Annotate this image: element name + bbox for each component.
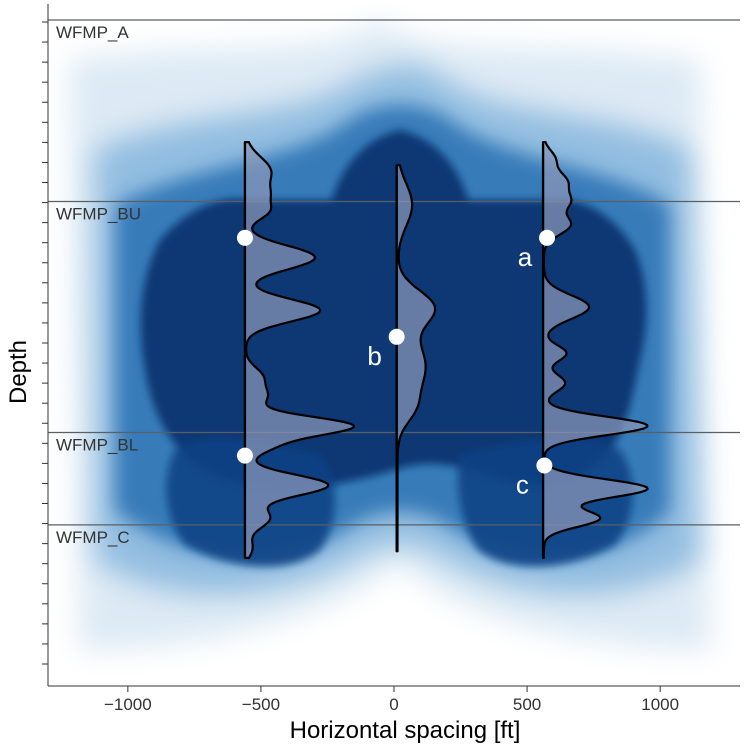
x-tick-label-4: 1000 bbox=[641, 695, 679, 714]
well-markers: b a c bbox=[236, 229, 556, 500]
x-tick-label-0: −1000 bbox=[104, 695, 152, 714]
well-marker-label-3: a bbox=[518, 242, 533, 272]
y-axis-ticks bbox=[42, 21, 48, 665]
well-marker-label-4: c bbox=[516, 470, 529, 500]
x-tick-label-3: 500 bbox=[513, 695, 541, 714]
well-marker-3 bbox=[539, 229, 556, 246]
density-profile-0 bbox=[243, 141, 355, 559]
formation-label-3: WFMP_C bbox=[56, 528, 130, 547]
formation-label-2: WFMP_BL bbox=[56, 436, 138, 455]
density-profiles bbox=[243, 141, 649, 559]
x-tick-label-1: −500 bbox=[242, 695, 280, 714]
formation-label-1: WFMP_BU bbox=[56, 205, 141, 224]
density-profile-2 bbox=[541, 141, 649, 559]
well-marker-1 bbox=[236, 447, 253, 464]
well-marker-0 bbox=[236, 229, 253, 246]
well-marker-4 bbox=[536, 457, 553, 474]
y-axis-title: Depth bbox=[5, 340, 32, 404]
x-tick-label-2: 0 bbox=[389, 695, 398, 714]
well-marker-2 bbox=[388, 328, 405, 345]
formation-lines: WFMP_A WFMP_BU WFMP_BL WFMP_C bbox=[48, 19, 740, 547]
x-axis-ticks: −1000 −500 0 500 1000 bbox=[104, 686, 679, 714]
well-marker-label-2: b bbox=[367, 341, 381, 371]
x-axis-title: Horizontal spacing [ft] bbox=[290, 717, 521, 744]
formation-label-0: WFMP_A bbox=[56, 23, 129, 42]
